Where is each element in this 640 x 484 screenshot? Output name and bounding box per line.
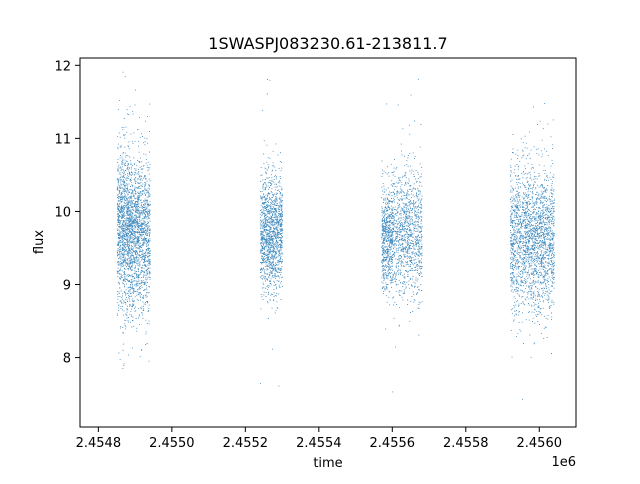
x-tick-label: 2.4556: [370, 436, 416, 451]
x-tick-label: 2.4550: [149, 436, 195, 451]
y-tick-label: 10: [54, 205, 71, 220]
plot-area-frame: [79, 57, 577, 428]
data-points: [116, 71, 555, 400]
y-tick-label: 11: [54, 132, 71, 147]
chart-title: 1SWASPJ083230.61-213811.7: [208, 34, 447, 53]
x-tick-label: 2.4548: [76, 436, 122, 451]
x-axis-label: time: [313, 456, 342, 471]
y-axis-label: flux: [32, 230, 47, 254]
scatter-points: [116, 71, 555, 400]
x-tick-label: 2.4554: [296, 436, 342, 451]
y-axis-ticks: 8 9 10 11 12: [54, 59, 80, 367]
x-tick-label: 2.4558: [443, 436, 489, 451]
x-tick-label: 2.4552: [223, 436, 269, 451]
y-tick-label: 8: [63, 352, 71, 367]
y-tick-label: 9: [63, 279, 71, 294]
x-axis-ticks: 2.4548 2.4550 2.4552 2.4554 2.4556 2.4558 2.45…: [76, 427, 562, 451]
y-tick-label: 12: [54, 59, 71, 74]
x-axis-offset-label: 1e6: [551, 455, 576, 470]
x-tick-label: 2.4560: [517, 436, 563, 451]
